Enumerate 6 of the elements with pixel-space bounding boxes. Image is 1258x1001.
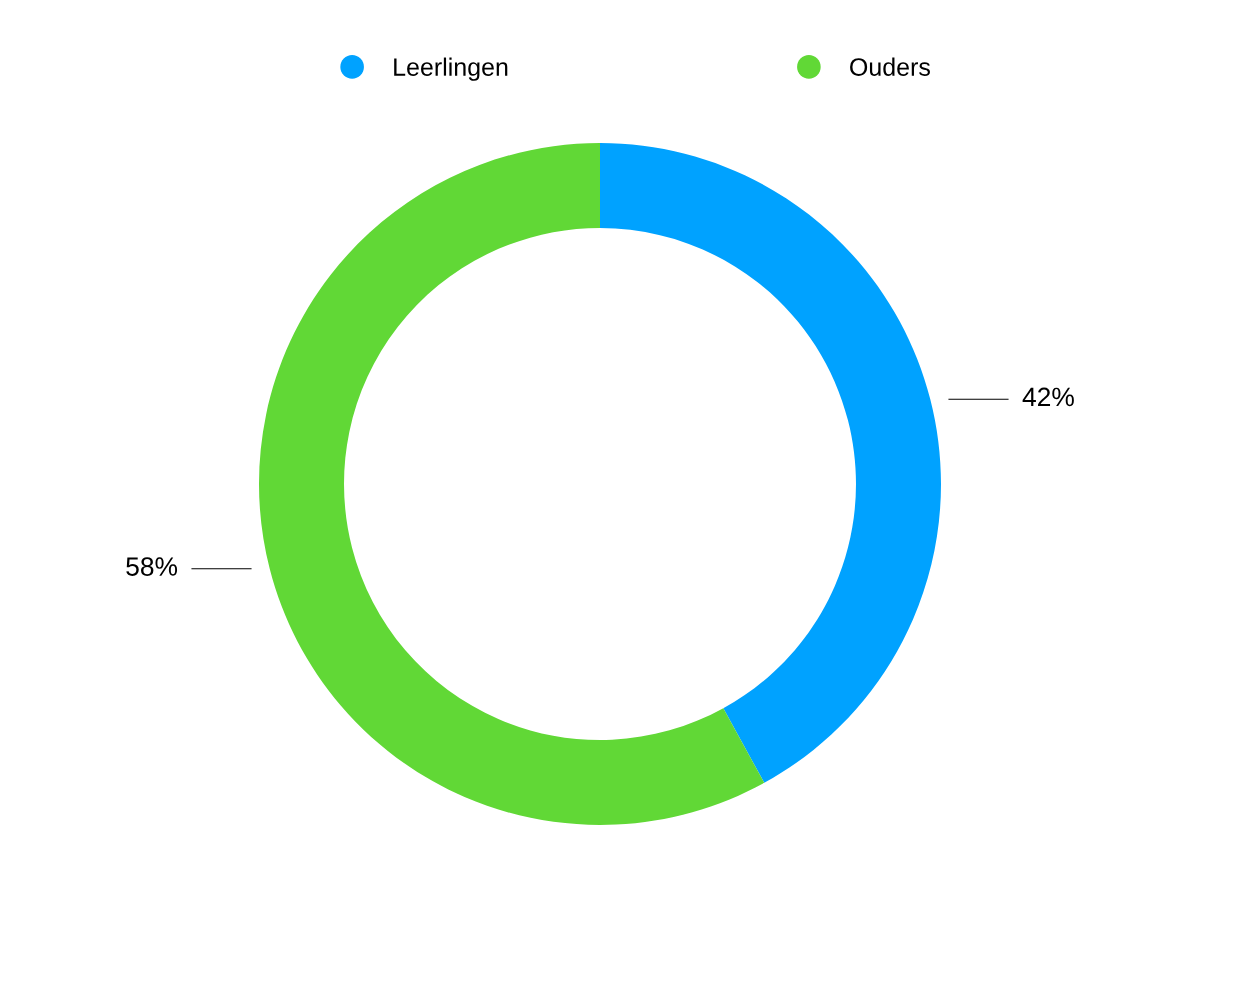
- data-label: 58%: [126, 557, 178, 576]
- data-label: 42%: [1022, 387, 1074, 407]
- legend-label: Ouders: [850, 57, 930, 76]
- donut-slice: [600, 143, 941, 783]
- legend-label: Leerlingen: [394, 57, 508, 81]
- donut-slice: [259, 143, 765, 825]
